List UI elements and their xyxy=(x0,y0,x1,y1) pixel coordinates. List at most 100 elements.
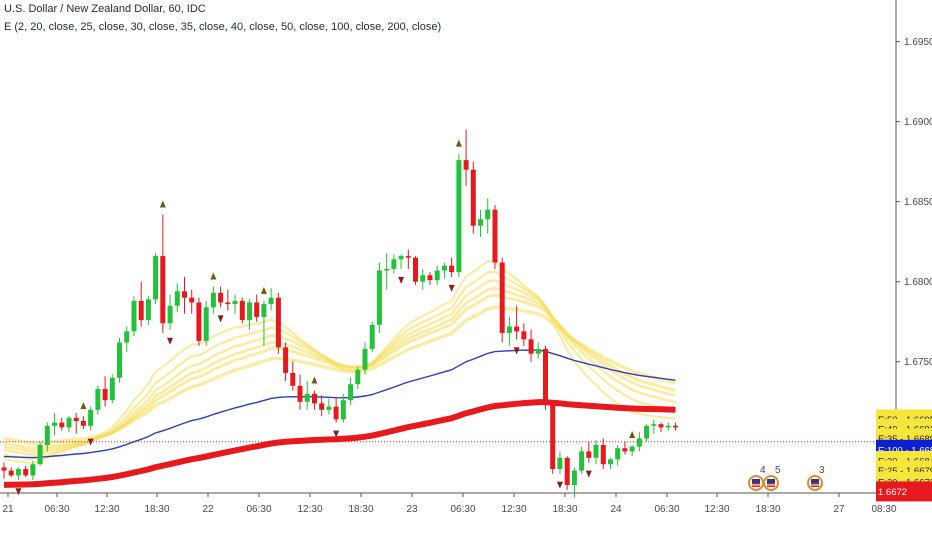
candle-body xyxy=(290,373,296,386)
candle-body xyxy=(247,302,252,321)
candle-body xyxy=(153,256,159,300)
price-tag-label: 1.6672 xyxy=(878,487,907,498)
time-tick-label: 12:30 xyxy=(501,504,526,515)
down-arrow xyxy=(556,481,563,489)
candle-body xyxy=(362,348,368,370)
candle-body xyxy=(8,470,14,476)
indicator-legend[interactable]: E (2, 20, close, 25, close, 30, close, 3… xyxy=(4,21,442,33)
down-arrow xyxy=(217,315,224,323)
candle-body xyxy=(629,446,635,452)
time-tick-label: 08:30 xyxy=(871,504,896,515)
time-tick-label: 22 xyxy=(202,504,214,515)
up-arrow xyxy=(260,286,267,294)
candle-body xyxy=(196,302,202,341)
flag-stripe xyxy=(811,485,819,487)
candle-body xyxy=(326,406,332,410)
candle-body xyxy=(615,448,621,460)
candle-body xyxy=(644,425,650,439)
ema-fan-line xyxy=(3,305,676,445)
price-tick-label: 1.6950 xyxy=(904,37,932,48)
candle-body xyxy=(535,348,541,354)
candle-body xyxy=(506,326,512,333)
candle-body xyxy=(44,425,50,445)
candle-body xyxy=(348,384,354,401)
time-tick-label: 12:30 xyxy=(94,504,119,515)
time-tick-label: 06:30 xyxy=(450,504,475,515)
down-arrow xyxy=(448,284,455,292)
down-arrow xyxy=(15,488,22,496)
down-arrow xyxy=(167,337,174,345)
ema-200-line xyxy=(3,399,676,488)
candle-body xyxy=(586,451,592,458)
price-tag-label: E:100 - 1.6687 xyxy=(878,445,932,456)
candle-body xyxy=(376,270,382,325)
candle-body xyxy=(651,424,657,426)
candle-body xyxy=(304,393,310,402)
candle-body xyxy=(1,467,7,471)
candle-body xyxy=(369,324,375,349)
axis-ticks: 1.6750 1.6800 1.6850 1.6900 1.6950 21 06:30 12:… xyxy=(2,37,932,515)
candle-body xyxy=(80,421,86,426)
flag-stripe xyxy=(767,485,775,487)
up-arrow xyxy=(159,200,166,208)
candle-body xyxy=(427,275,433,281)
candle-body xyxy=(88,409,94,426)
candle-body xyxy=(167,305,173,324)
candle-body xyxy=(59,422,65,428)
candle-body xyxy=(600,445,606,465)
candle-body xyxy=(622,448,628,452)
candle-body xyxy=(319,403,325,410)
candle-body xyxy=(485,209,491,220)
ema-fan xyxy=(3,260,676,464)
flag-canton xyxy=(767,479,775,483)
candle-body xyxy=(463,160,469,170)
candle-body xyxy=(384,268,390,271)
candle-body xyxy=(420,275,426,282)
candle-body xyxy=(30,464,36,476)
candle-body xyxy=(456,160,462,273)
candle-body xyxy=(608,459,613,465)
candle-body xyxy=(333,406,339,420)
candle-body xyxy=(514,326,520,332)
down-arrow xyxy=(87,438,94,446)
ema-fan-line xyxy=(3,260,676,464)
candle-body xyxy=(355,369,361,385)
candle-body xyxy=(499,262,505,333)
price-tick-label: 1.6900 xyxy=(904,117,932,128)
candle-body xyxy=(124,331,130,343)
time-tick-label: 06:30 xyxy=(246,504,271,515)
up-arrow xyxy=(80,402,87,410)
up-arrow xyxy=(210,272,217,280)
flag-stripe xyxy=(752,485,760,487)
candle-body xyxy=(470,169,476,226)
signal-arrows xyxy=(15,139,636,496)
candle-body xyxy=(665,425,671,428)
candle-body xyxy=(15,469,21,476)
candle-body xyxy=(102,389,108,401)
candle-body xyxy=(239,300,245,321)
price-tag-label: E:25 - 1.6679 xyxy=(878,466,932,477)
symbol-title[interactable]: U.S. Dollar / New Zealand Dollar, 60, ID… xyxy=(4,3,206,15)
moving-averages xyxy=(0,349,896,488)
candle-body xyxy=(73,417,79,421)
candles xyxy=(1,129,678,498)
flag-stripe xyxy=(752,483,760,485)
flag-stripe xyxy=(811,483,819,485)
candle-body xyxy=(557,457,563,469)
candle-body xyxy=(478,219,483,226)
candle-body xyxy=(579,451,585,471)
candle-body xyxy=(210,292,216,308)
up-arrow xyxy=(629,430,636,438)
flag-canton xyxy=(811,479,819,483)
down-arrow xyxy=(333,430,340,438)
price-tick-label: 1.6750 xyxy=(904,357,932,368)
candle-body xyxy=(254,302,260,317)
candle-body xyxy=(543,348,548,405)
time-tick-label: 21 xyxy=(2,504,14,515)
candle-body xyxy=(23,469,29,476)
price-tick-label: 1.6800 xyxy=(904,277,932,288)
time-tick-label: 06:30 xyxy=(44,504,69,515)
price-tick-label: 1.6850 xyxy=(904,197,932,208)
